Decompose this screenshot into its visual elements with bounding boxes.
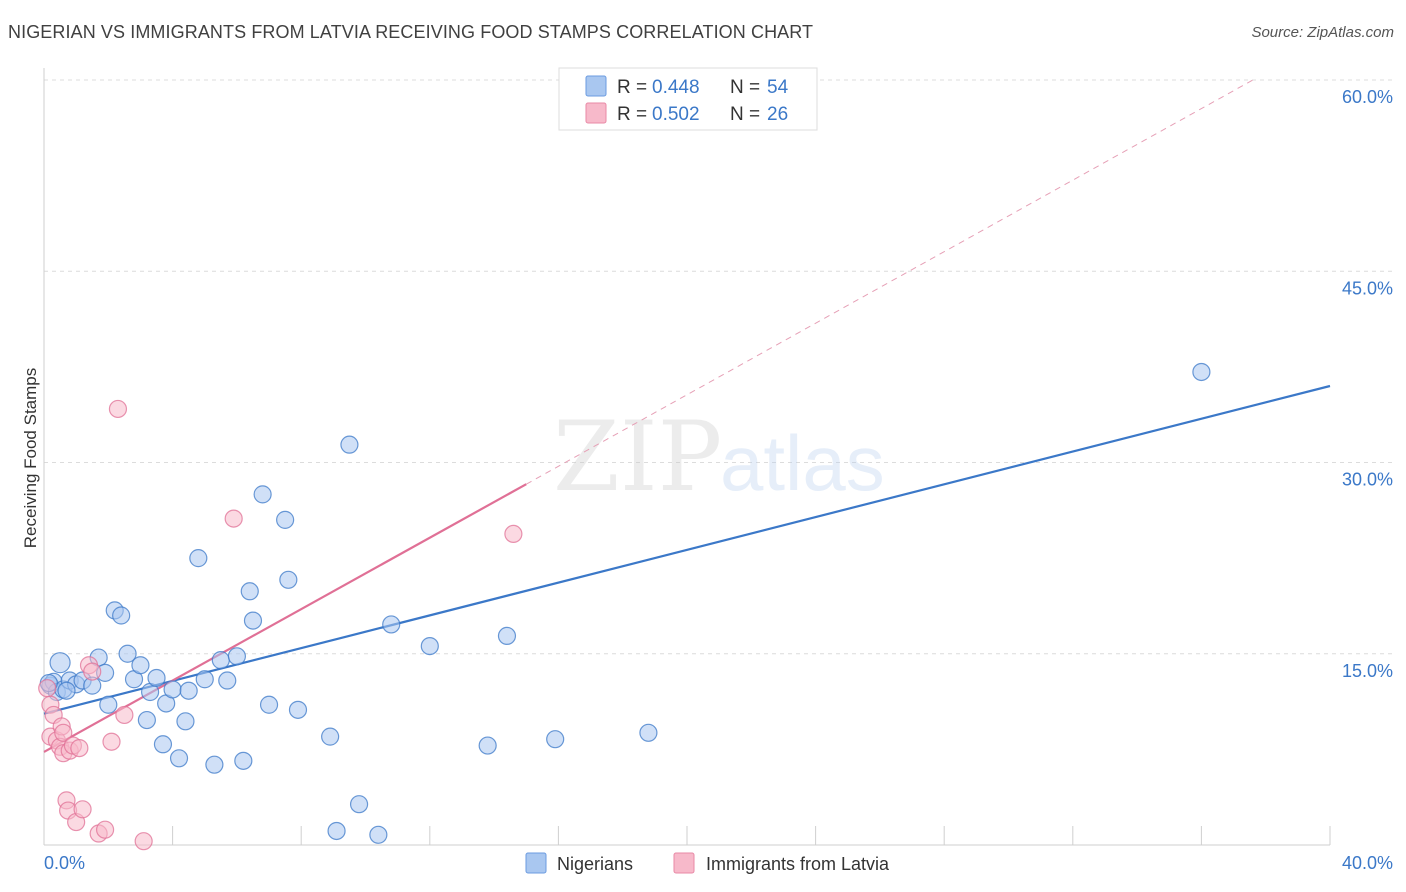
nigerian-point (288, 700, 308, 719)
nigerian-point (57, 681, 76, 700)
chart-title: NIGERIAN VS IMMIGRANTS FROM LATVIA RECEI… (8, 22, 814, 42)
latvia-point (70, 738, 89, 758)
nigerian-point (163, 680, 182, 699)
y-tick-label-30: 30.0% (1342, 470, 1393, 490)
axes (43, 68, 1331, 846)
nigerian-point (195, 670, 214, 689)
latvia-point (54, 723, 73, 742)
nigerian-point (327, 821, 346, 841)
bottom-legend-label-nigerians: Nigerians (557, 854, 633, 874)
nigerian-point (137, 710, 156, 730)
latvia-point (73, 800, 92, 819)
nigerian-point (240, 582, 259, 601)
bottom-legend-label-latvia: Immigrants from Latvia (706, 854, 890, 874)
legend-swatch-nigerians (585, 75, 607, 97)
latvia-point (102, 732, 121, 751)
legend-n-value-2: 26 (767, 104, 788, 125)
nigerian-point (349, 795, 369, 814)
latvia-point (224, 509, 243, 528)
nigerian-point (253, 485, 272, 504)
nigerian-point (279, 570, 298, 589)
latvia-point (38, 679, 57, 698)
nigerian-point (218, 671, 237, 690)
x-tick-label-min: 0.0% (44, 853, 85, 873)
series-legend: Nigerians Immigrants from Latvia (525, 852, 890, 874)
nigerian-point (169, 749, 189, 768)
nigerian-point (243, 611, 263, 630)
nigerian-point (546, 730, 565, 749)
nigerian-point (112, 606, 131, 625)
source-label: Source: ZipAtlas.com (1251, 24, 1394, 41)
bottom-legend-swatch-nigerians (525, 852, 547, 874)
nigerian-point (639, 723, 658, 742)
latvia-point (134, 832, 153, 851)
nigerian-point (276, 510, 295, 529)
latvia-point (95, 820, 115, 839)
data-points (38, 362, 1211, 851)
x-tick-label-max: 40.0% (1342, 853, 1393, 873)
nigerian-point (179, 681, 198, 700)
trend-line-0 (43, 384, 1331, 715)
legend-r-label-1: R = (617, 77, 647, 98)
nigerian-point (189, 549, 208, 568)
watermark-atlas: atlas (720, 419, 885, 507)
trend-line-extension-1 (526, 79, 1254, 485)
nigerian-point (153, 735, 173, 754)
bottom-legend-swatch-latvia (673, 852, 695, 874)
y-tick-label-15: 15.0% (1342, 661, 1393, 681)
correlation-legend: R = 0.448 N = 54 R = 0.502 N = 26 (558, 67, 818, 131)
nigerian-point (227, 647, 246, 666)
nigerian-point (1192, 362, 1211, 382)
y-tick-labels: 15.0% 30.0% 45.0% 60.0% (1342, 87, 1393, 681)
nigerian-point (478, 736, 497, 755)
nigerian-point (99, 695, 118, 714)
nigerian-point (147, 668, 166, 688)
latvia-point (115, 705, 134, 725)
nigerian-point (49, 652, 71, 674)
legend-n-value-1: 54 (767, 77, 789, 98)
grid-lines (44, 79, 1393, 655)
nigerian-point (420, 636, 439, 656)
latvia-point (83, 662, 102, 681)
nigerian-point (340, 435, 359, 454)
legend-n-label-1: N = (730, 77, 760, 98)
nigerian-point (131, 656, 150, 675)
legend-r-value-2: 0.502 (652, 104, 700, 125)
nigerian-point (321, 727, 340, 746)
nigerian-point (234, 751, 253, 770)
nigerian-point (382, 615, 401, 634)
nigerian-point (211, 651, 230, 670)
nigerian-point (259, 695, 279, 714)
latvia-point (108, 399, 128, 419)
y-tick-label-60: 60.0% (1342, 87, 1393, 107)
nigerian-point (176, 712, 195, 731)
y-axis-label: Receiving Food Stamps (21, 368, 40, 548)
legend-swatch-latvia (585, 102, 607, 124)
nigerian-point (497, 626, 517, 646)
legend-r-label-2: R = (617, 104, 647, 125)
y-tick-label-45: 45.0% (1342, 278, 1393, 298)
watermark-zip: ZIP (553, 401, 722, 513)
nigerian-point (205, 755, 224, 774)
latvia-point (504, 524, 523, 544)
watermark: ZIP atlas (553, 401, 885, 513)
nigerian-point (369, 825, 388, 844)
legend-r-value-1: 0.448 (652, 77, 700, 98)
legend-n-label-2: N = (730, 104, 760, 125)
nigerian-point (118, 644, 137, 663)
